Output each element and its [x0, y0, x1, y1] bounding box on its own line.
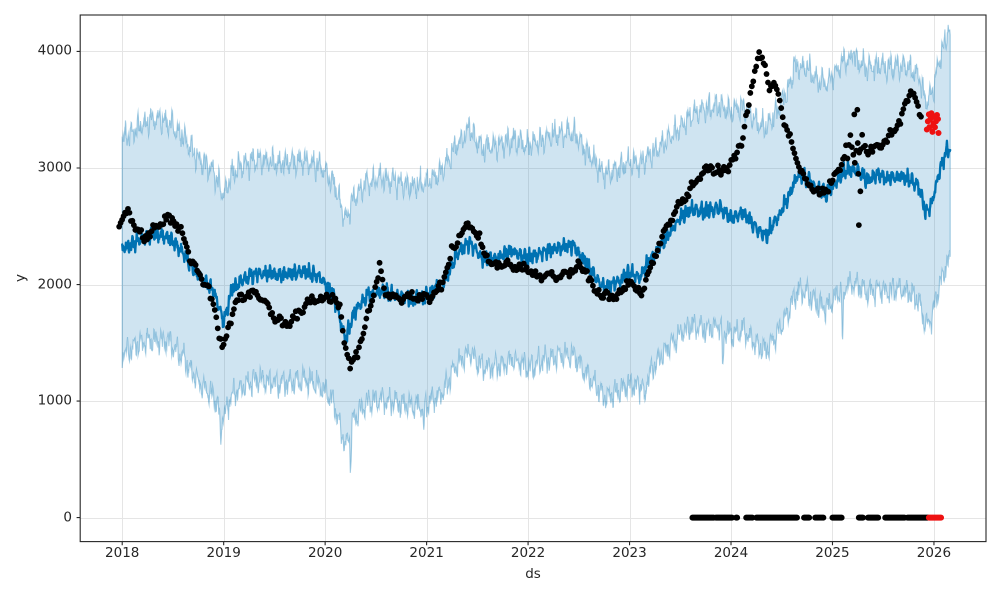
x-tick-label: 2025	[815, 544, 850, 561]
x-tick-label: 2018	[105, 544, 140, 561]
x-tick-label: 2026	[916, 544, 952, 561]
x-tick-label: 2023	[612, 544, 647, 561]
y-tick-label: 0	[63, 508, 72, 525]
x-tick-label: 2022	[510, 544, 546, 561]
x-axis-label: ds	[525, 566, 541, 582]
x-tick-label: 2021	[409, 544, 444, 561]
y-tick-label: 3000	[37, 159, 72, 176]
y-axis-label: y	[12, 274, 29, 282]
y-tick-label: 1000	[37, 392, 72, 409]
y-tick-label: 4000	[37, 42, 72, 59]
x-tick-label: 2024	[713, 544, 749, 561]
y-tick-label: 2000	[37, 275, 72, 292]
x-tick-label: 2020	[307, 544, 343, 561]
x-tick-label: 2019	[206, 544, 241, 561]
